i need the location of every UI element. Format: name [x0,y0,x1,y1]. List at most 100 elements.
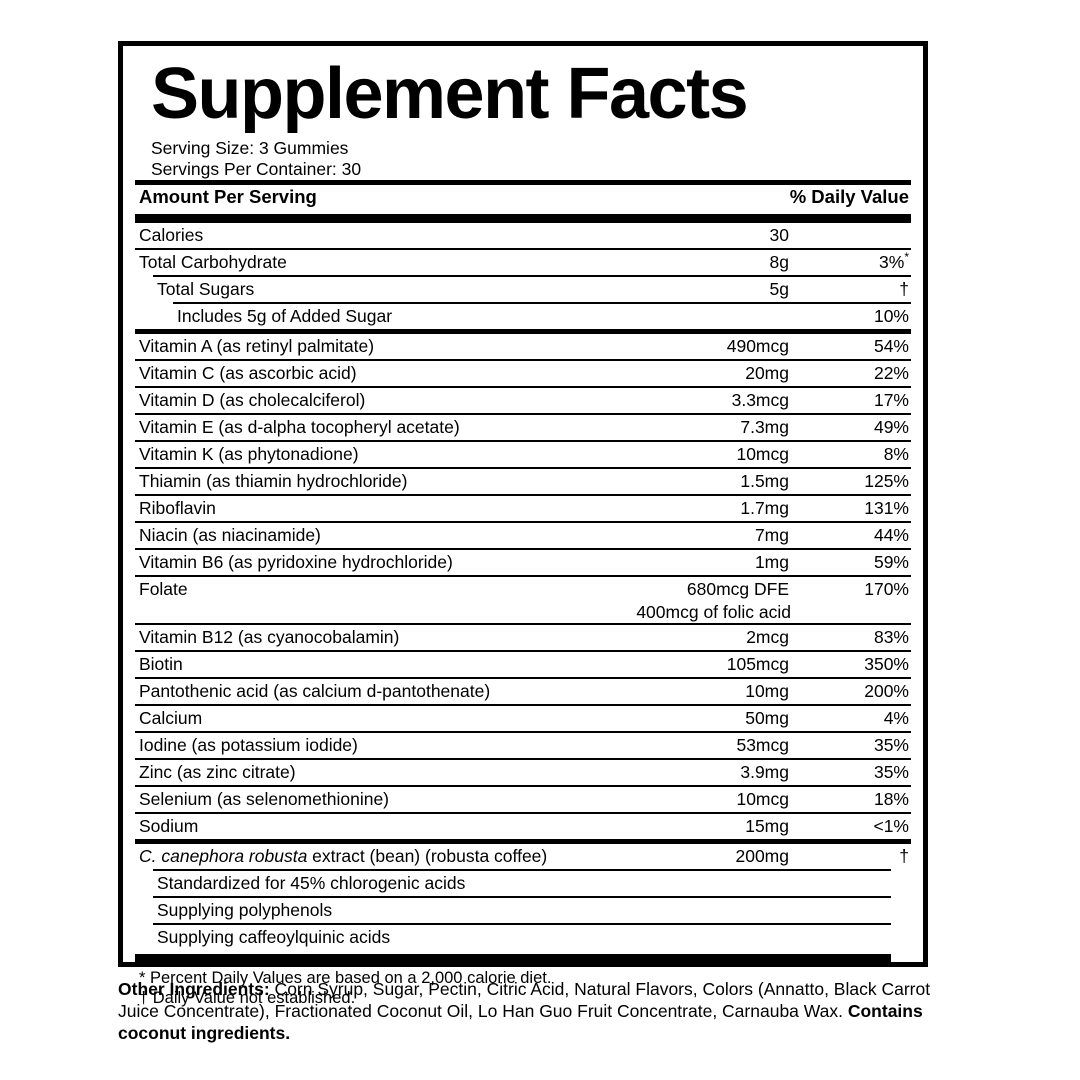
nutrient-name: Riboflavin [139,498,216,518]
row-divider [135,731,911,733]
nutrient-name: Folate [139,579,188,599]
nutrient-dv: 8% [883,444,909,464]
table-row: Selenium (as selenomethionine) 10mcg 18% [135,787,911,812]
nutrient-name: Calcium [139,708,203,728]
table-row: Vitamin K (as phytonadione) 10mcg 8% [135,442,911,467]
amount-per-serving-header: Amount Per Serving [139,186,317,207]
nutrient-name: Calories [139,225,204,245]
table-row: Vitamin D (as cholecalciferol) 3.3mcg 17… [135,388,911,413]
nutrient-dv: 4% [883,708,909,728]
nutrient-amount: 7mg [754,525,789,545]
nutrient-amount: 53mcg [736,735,789,755]
table-row: Pantothenic acid (as calcium d-pantothen… [135,679,911,704]
table-row: Iodine (as potassium iodide) 53mcg 35% [135,733,911,758]
row-divider [135,467,911,469]
row-divider [135,386,911,388]
nutrient-amount: 8g [769,252,789,272]
nutrient-dv: 131% [864,498,909,518]
row-divider [135,650,911,652]
row-divider [135,494,911,496]
nutrient-name: Vitamin A (as retinyl palmitate) [139,336,375,356]
nutrient-amount: 5g [769,279,789,299]
table-row: Vitamin C (as ascorbic acid) 20mg 22% [135,361,911,386]
nutrient-dv: † [899,279,909,299]
nutrient-amount: 1.5mg [740,471,789,491]
row-divider [135,623,911,625]
rule-above-header [135,180,911,185]
other-ingredients-block: Other Ingredients: Corn Syrup, Sugar, Pe… [118,978,948,1044]
nutrient-dv: 10% [873,306,909,326]
group-divider [135,839,911,844]
nutrient-amount: 490mcg [726,336,789,356]
row-divider [153,896,891,898]
allergen-statement: Contains coconut ingredients. [118,1001,923,1043]
nutrient-dv: 22% [873,363,909,383]
nutrient-table: Calories 30 Total Carbohydrate 8g 3%* To… [135,223,911,963]
row-divider [135,812,911,814]
botanical-name-rest: extract (bean) (robusta coffee) [307,846,548,866]
nutrient-amount: 10mcg [736,789,789,809]
table-row: Standardized for 45% chlorogenic acids [135,871,911,896]
row-divider [153,923,891,925]
asterisk-mark: * [904,250,909,265]
table-row: Vitamin E (as d-alpha tocopheryl acetate… [135,415,911,440]
panel-title: Supplement Facts [151,54,749,134]
nutrient-name: Thiamin (as thiamin hydrochloride) [139,471,408,491]
row-divider [135,704,911,706]
other-ingredients-heading: Other Ingredients: [118,979,270,999]
servings-per-container: Servings Per Container: 30 [151,159,362,179]
nutrient-name: Vitamin K (as phytonadione) [139,444,359,464]
nutrient-name: Standardized for 45% chlorogenic acids [157,873,466,893]
nutrient-name: C. canephora robusta extract (bean) (rob… [135,846,547,867]
table-row: Includes 5g of Added Sugar 10% [135,304,911,329]
rule-above-footnotes [135,954,891,963]
row-divider [135,248,911,250]
nutrient-dv: 54% [873,336,909,356]
nutrient-dv: 125% [864,471,909,491]
nutrient-dv: 35% [873,735,909,755]
nutrient-amount: 2mcg [746,627,789,647]
nutrient-dv: 200% [864,681,909,701]
nutrient-amount-secondary: 400mcg of folic acid [636,602,791,622]
nutrient-amount: 30 [769,225,789,245]
table-header-row: Amount Per Serving % Daily Value [135,185,911,210]
row-divider [135,677,911,679]
nutrient-amount: 1mg [754,552,789,572]
table-row: Folate 680mcg DFE 170% [135,577,911,602]
nutrient-dv: 44% [873,525,909,545]
table-row: Vitamin B12 (as cyanocobalamin) 2mcg 83% [135,625,911,650]
table-row: Calcium 50mg 4% [135,706,911,731]
group-divider [135,329,911,334]
nutrient-dv: 3%* [879,250,909,272]
table-row: C. canephora robusta extract (bean) (rob… [135,844,911,869]
nutrient-amount: 200mg [735,846,789,866]
nutrient-name: Vitamin D (as cholecalciferol) [139,390,366,410]
nutrient-amount: 7.3mg [740,417,789,437]
nutrient-dv: <1% [873,816,909,836]
table-row: Vitamin A (as retinyl palmitate) 490mcg … [135,334,911,359]
other-ingredients-body: Corn Syrup, Sugar, Pectin, Citric Acid, … [118,979,931,1021]
table-row: Vitamin B6 (as pyridoxine hydrochloride)… [135,550,911,575]
row-divider [135,413,911,415]
table-row: Riboflavin 1.7mg 131% [135,496,911,521]
nutrient-name: Total Sugars [157,279,255,299]
table-row: Sodium 15mg <1% [135,814,911,839]
footnote-dagger: † Daily Value not established. [139,989,356,1007]
nutrient-dv: 170% [864,579,909,599]
nutrient-amount: 3.9mg [740,762,789,782]
nutrient-name: Zinc (as zinc citrate) [139,762,296,782]
nutrient-dv: 59% [873,552,909,572]
nutrient-name: Vitamin E (as d-alpha tocopheryl acetate… [139,417,460,437]
footnote-asterisk: * Percent Daily Values are based on a 2,… [139,969,552,987]
row-divider [153,275,911,277]
nutrient-name: Supplying caffeoylquinic acids [157,927,391,947]
nutrient-name: Includes 5g of Added Sugar [177,306,393,326]
nutrient-amount: 1.7mg [740,498,789,518]
row-divider [135,440,911,442]
table-row: Total Carbohydrate 8g 3%* [135,250,911,275]
row-divider [135,758,911,760]
nutrient-dv: 350% [864,654,909,674]
nutrient-name: Vitamin B6 (as pyridoxine hydrochloride) [139,552,453,572]
nutrient-name: Total Carbohydrate [139,252,287,272]
